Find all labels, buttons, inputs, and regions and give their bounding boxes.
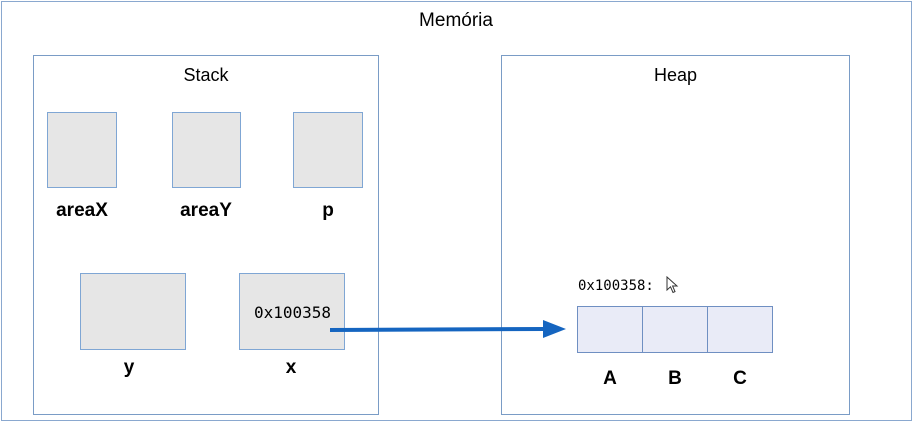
areaY-label: areaY xyxy=(180,200,232,221)
heap-cell-a xyxy=(577,306,643,353)
mouse-pointer-icon xyxy=(666,276,679,294)
areaY-cell xyxy=(172,112,241,188)
y-label: y xyxy=(123,357,135,378)
heap-title: Heap xyxy=(653,65,698,85)
heap-label-b: B xyxy=(668,368,682,389)
y-cell xyxy=(80,273,186,350)
heap-frame: Heap xyxy=(501,55,850,415)
heap-address: 0x100358: xyxy=(578,278,654,294)
x-value: 0x100358 xyxy=(254,303,332,322)
areaX-cell xyxy=(47,112,117,188)
heap-label-c: C xyxy=(733,368,747,389)
areaX-label: areaX xyxy=(56,200,108,221)
heap-cell-b xyxy=(642,306,708,353)
heap-cell-c xyxy=(707,306,773,353)
memory-title: Memória xyxy=(419,10,493,31)
x-cell: 0x100358 xyxy=(239,273,345,350)
x-label: x xyxy=(285,357,297,378)
p-cell xyxy=(293,112,363,188)
heap-label-a: A xyxy=(603,368,617,389)
p-label: p xyxy=(322,200,334,221)
stack-title: Stack xyxy=(183,65,229,85)
